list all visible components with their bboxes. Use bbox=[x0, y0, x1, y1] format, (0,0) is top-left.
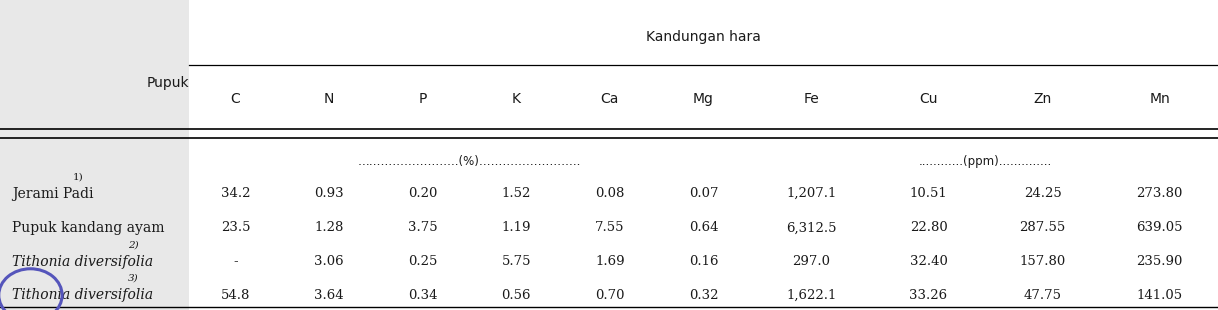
Text: 1,622.1: 1,622.1 bbox=[787, 289, 837, 302]
Text: Pupuk kandang ayam: Pupuk kandang ayam bbox=[12, 221, 164, 235]
Text: 1.52: 1.52 bbox=[502, 187, 531, 200]
Text: Jerami Padi: Jerami Padi bbox=[12, 187, 94, 201]
Text: K: K bbox=[512, 92, 521, 106]
Text: 3.75: 3.75 bbox=[408, 221, 437, 234]
Text: Cu: Cu bbox=[920, 92, 938, 106]
Text: 235.90: 235.90 bbox=[1136, 255, 1183, 268]
Text: Fe: Fe bbox=[804, 92, 820, 106]
Bar bbox=[189, 0, 1218, 310]
Text: 2): 2) bbox=[128, 240, 139, 250]
Text: Zn: Zn bbox=[1033, 92, 1051, 106]
Text: P: P bbox=[419, 92, 426, 106]
Text: 1.28: 1.28 bbox=[314, 221, 343, 234]
Text: 1.69: 1.69 bbox=[596, 255, 625, 268]
Text: 1.19: 1.19 bbox=[502, 221, 531, 234]
Text: 3): 3) bbox=[128, 273, 139, 283]
Text: Mg: Mg bbox=[693, 92, 714, 106]
Text: 297.0: 297.0 bbox=[793, 255, 831, 268]
Text: -: - bbox=[234, 255, 238, 268]
Text: 47.75: 47.75 bbox=[1023, 289, 1062, 302]
Text: 0.70: 0.70 bbox=[596, 289, 625, 302]
Text: 10.51: 10.51 bbox=[910, 187, 948, 200]
Text: 273.80: 273.80 bbox=[1136, 187, 1183, 200]
Text: Pupuk: Pupuk bbox=[146, 76, 189, 90]
Text: Tithonia diversifolia: Tithonia diversifolia bbox=[12, 288, 153, 302]
Text: 1): 1) bbox=[73, 172, 83, 181]
Text: 22.80: 22.80 bbox=[910, 221, 948, 234]
Text: 287.55: 287.55 bbox=[1019, 221, 1066, 234]
Text: 24.25: 24.25 bbox=[1023, 187, 1061, 200]
Text: 141.05: 141.05 bbox=[1136, 289, 1183, 302]
Text: 33.26: 33.26 bbox=[910, 289, 948, 302]
Text: 3.64: 3.64 bbox=[314, 289, 343, 302]
Text: 0.32: 0.32 bbox=[688, 289, 719, 302]
Text: 7.55: 7.55 bbox=[596, 221, 625, 234]
Text: 0.64: 0.64 bbox=[688, 221, 719, 234]
Text: 34.2: 34.2 bbox=[220, 187, 251, 200]
Text: ............(ppm)..............: ............(ppm).............. bbox=[918, 155, 1052, 168]
Text: ……………………..(%)……………………..: ……………………..(%)…………………….. bbox=[358, 155, 581, 168]
Text: 5.75: 5.75 bbox=[502, 255, 531, 268]
Text: N: N bbox=[324, 92, 334, 106]
Text: Mn: Mn bbox=[1149, 92, 1170, 106]
Text: 0.56: 0.56 bbox=[502, 289, 531, 302]
Text: 0.25: 0.25 bbox=[408, 255, 437, 268]
Text: Tithonia diversifolia: Tithonia diversifolia bbox=[12, 255, 153, 269]
Text: 23.5: 23.5 bbox=[220, 221, 251, 234]
Text: 1,207.1: 1,207.1 bbox=[787, 187, 837, 200]
Text: 0.16: 0.16 bbox=[688, 255, 719, 268]
Text: 157.80: 157.80 bbox=[1019, 255, 1066, 268]
Bar bbox=[0, 0, 189, 310]
Text: 6,312.5: 6,312.5 bbox=[787, 221, 837, 234]
Text: 3.06: 3.06 bbox=[314, 255, 343, 268]
Text: 0.93: 0.93 bbox=[314, 187, 343, 200]
Text: 639.05: 639.05 bbox=[1136, 221, 1183, 234]
Text: 0.08: 0.08 bbox=[596, 187, 625, 200]
Text: Ca: Ca bbox=[600, 92, 619, 106]
Text: Kandungan hara: Kandungan hara bbox=[646, 30, 761, 44]
Text: 0.07: 0.07 bbox=[688, 187, 719, 200]
Text: 32.40: 32.40 bbox=[910, 255, 948, 268]
Text: 54.8: 54.8 bbox=[220, 289, 250, 302]
Text: C: C bbox=[230, 92, 240, 106]
Text: 0.20: 0.20 bbox=[408, 187, 437, 200]
Text: 0.34: 0.34 bbox=[408, 289, 437, 302]
